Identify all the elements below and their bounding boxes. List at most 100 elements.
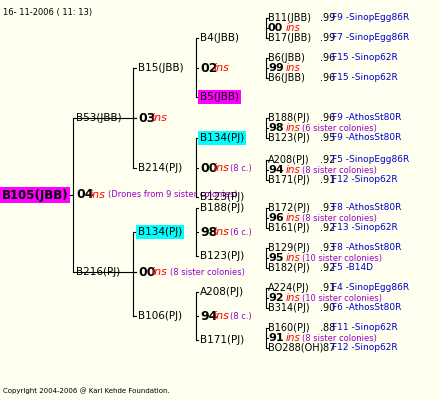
Text: 91: 91 (268, 333, 284, 343)
Text: B11(JBB): B11(JBB) (268, 13, 311, 23)
Text: (6 sister colonies): (6 sister colonies) (302, 124, 377, 132)
Text: F9 -AthosSt80R: F9 -AthosSt80R (332, 114, 401, 122)
Text: 95: 95 (268, 253, 283, 263)
Text: 02: 02 (200, 62, 217, 74)
Text: (8 c.): (8 c.) (230, 164, 252, 172)
Text: B123(PJ): B123(PJ) (268, 133, 310, 143)
Text: B17(JBB): B17(JBB) (268, 33, 311, 43)
Text: F13 -Sinop62R: F13 -Sinop62R (332, 224, 398, 232)
Text: A208(PJ): A208(PJ) (268, 155, 310, 165)
Text: F4 -SinopEgg86R: F4 -SinopEgg86R (332, 284, 409, 292)
Text: (10 sister colonies): (10 sister colonies) (302, 254, 382, 262)
Text: (8 sister colonies): (8 sister colonies) (170, 268, 245, 276)
Text: F12 -Sinop62R: F12 -Sinop62R (332, 176, 398, 184)
Text: B6(JBB): B6(JBB) (268, 53, 305, 63)
Text: (8 sister colonies): (8 sister colonies) (302, 214, 377, 222)
Text: .92: .92 (320, 263, 335, 273)
Text: F5 -B14D: F5 -B14D (332, 264, 373, 272)
Text: ins: ins (90, 190, 106, 200)
Text: A208(PJ): A208(PJ) (200, 287, 244, 297)
Text: F5 -SinopEgg86R: F5 -SinopEgg86R (332, 156, 409, 164)
Text: F8 -AthosSt80R: F8 -AthosSt80R (332, 244, 401, 252)
Text: B6(JBB): B6(JBB) (268, 73, 305, 83)
Text: ins: ins (286, 165, 301, 175)
Text: .90: .90 (320, 303, 335, 313)
Text: F15 -Sinop62R: F15 -Sinop62R (332, 74, 398, 82)
Text: F15 -Sinop62R: F15 -Sinop62R (332, 54, 398, 62)
Text: ins: ins (286, 333, 301, 343)
Text: (8 c.): (8 c.) (230, 312, 252, 320)
Text: 98: 98 (268, 123, 284, 133)
Text: ins: ins (286, 123, 301, 133)
Text: .99: .99 (320, 33, 335, 43)
Text: (8 sister colonies): (8 sister colonies) (302, 334, 377, 342)
Text: A224(PJ): A224(PJ) (268, 283, 310, 293)
Text: ins: ins (214, 311, 230, 321)
Text: B160(PJ): B160(PJ) (268, 323, 310, 333)
Text: 96: 96 (268, 213, 284, 223)
Text: F6 -AthosSt80R: F6 -AthosSt80R (332, 304, 401, 312)
Text: B5(JBB): B5(JBB) (200, 92, 239, 102)
Text: B106(PJ): B106(PJ) (138, 311, 182, 321)
Text: F7 -SinopEgg86R: F7 -SinopEgg86R (332, 34, 409, 42)
Text: ins: ins (214, 63, 230, 73)
Text: 98: 98 (200, 226, 217, 238)
Text: 99: 99 (268, 63, 284, 73)
Text: B123(PJ): B123(PJ) (200, 192, 244, 202)
Text: 94: 94 (268, 165, 284, 175)
Text: .99: .99 (320, 13, 335, 23)
Text: B188(PJ): B188(PJ) (268, 113, 310, 123)
Text: .87: .87 (320, 343, 335, 353)
Text: B134(PJ): B134(PJ) (138, 227, 182, 237)
Text: 92: 92 (268, 293, 284, 303)
Text: ins: ins (214, 163, 230, 173)
Text: B171(PJ): B171(PJ) (268, 175, 310, 185)
Text: B188(PJ): B188(PJ) (200, 203, 244, 213)
Text: .92: .92 (320, 223, 335, 233)
Text: 94: 94 (200, 310, 217, 322)
Text: B214(PJ): B214(PJ) (138, 163, 182, 173)
Text: B4(JBB): B4(JBB) (200, 33, 239, 43)
Text: BO288(OH): BO288(OH) (268, 343, 323, 353)
Text: F8 -AthosSt80R: F8 -AthosSt80R (332, 204, 401, 212)
Text: F12 -Sinop62R: F12 -Sinop62R (332, 344, 398, 352)
Text: B172(PJ): B172(PJ) (268, 203, 310, 213)
Text: .93: .93 (320, 203, 335, 213)
Text: F11 -Sinop62R: F11 -Sinop62R (332, 324, 398, 332)
Text: 00: 00 (138, 266, 155, 278)
Text: F9 -AthosSt80R: F9 -AthosSt80R (332, 134, 401, 142)
Text: B171(PJ): B171(PJ) (200, 335, 244, 345)
Text: .91: .91 (320, 175, 335, 185)
Text: .96: .96 (320, 73, 335, 83)
Text: 00: 00 (268, 23, 283, 33)
Text: ins: ins (286, 293, 301, 303)
Text: (10 sister colonies): (10 sister colonies) (302, 294, 382, 302)
Text: B216(PJ): B216(PJ) (76, 267, 120, 277)
Text: .88: .88 (320, 323, 335, 333)
Text: .91: .91 (320, 283, 335, 293)
Text: Copyright 2004-2006 @ Karl Kehde Foundation.: Copyright 2004-2006 @ Karl Kehde Foundat… (3, 387, 170, 394)
Text: (8 sister colonies): (8 sister colonies) (302, 166, 377, 174)
Text: B161(PJ): B161(PJ) (268, 223, 310, 233)
Text: F9 -SinopEgg86R: F9 -SinopEgg86R (332, 14, 409, 22)
Text: (6 c.): (6 c.) (230, 228, 252, 236)
Text: 16- 11-2006 ( 11: 13): 16- 11-2006 ( 11: 13) (3, 8, 92, 17)
Text: 04: 04 (76, 188, 93, 202)
Text: B53(JBB): B53(JBB) (76, 113, 121, 123)
Text: B182(PJ): B182(PJ) (268, 263, 310, 273)
Text: ins: ins (286, 253, 301, 263)
Text: ins: ins (286, 23, 301, 33)
Text: .93: .93 (320, 243, 335, 253)
Text: B314(PJ): B314(PJ) (268, 303, 310, 313)
Text: B15(JBB): B15(JBB) (138, 63, 183, 73)
Text: B134(PJ): B134(PJ) (200, 133, 244, 143)
Text: ins: ins (286, 213, 301, 223)
Text: .92: .92 (320, 155, 335, 165)
Text: ins: ins (152, 267, 168, 277)
Text: B123(PJ): B123(PJ) (200, 251, 244, 261)
Text: 03: 03 (138, 112, 155, 124)
Text: B129(PJ): B129(PJ) (268, 243, 310, 253)
Text: (Drones from 9 sister colonies): (Drones from 9 sister colonies) (108, 190, 238, 200)
Text: ins: ins (214, 227, 230, 237)
Text: ins: ins (152, 113, 168, 123)
